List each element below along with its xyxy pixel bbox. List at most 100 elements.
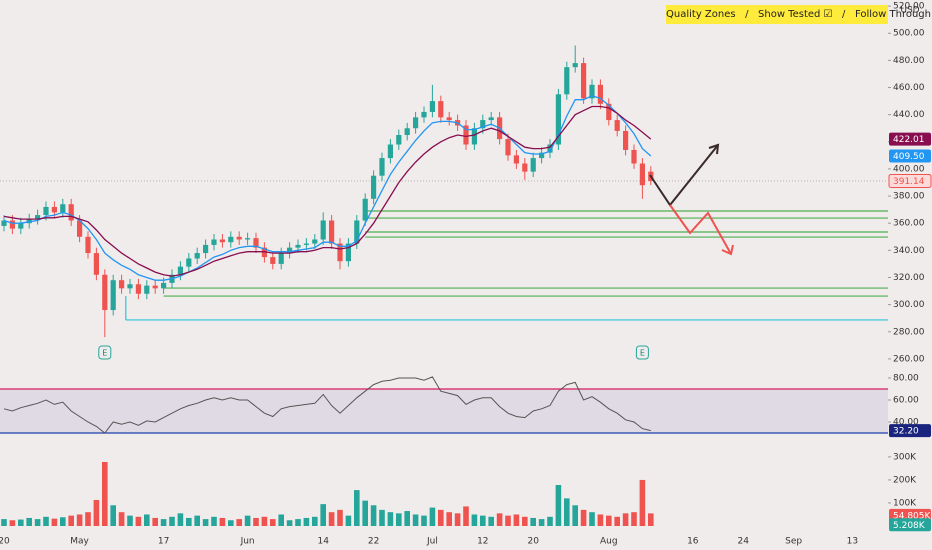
candle-body <box>60 204 66 213</box>
volume-bar <box>387 512 394 526</box>
volume-bar <box>580 509 587 526</box>
y-tick-label: 360.00 <box>893 219 925 229</box>
volume-bar <box>404 511 410 526</box>
x-tick-label: 17 <box>158 537 169 547</box>
volume-bar <box>270 519 276 526</box>
volume-bar <box>379 509 385 526</box>
candle-body <box>471 128 477 145</box>
x-tick-label: Aug <box>600 537 618 547</box>
volume-bar <box>606 515 612 526</box>
candle-body <box>446 117 452 121</box>
y-tick-label: 380.00 <box>893 192 925 202</box>
volume-bar <box>34 519 41 526</box>
volume-bar <box>76 514 83 526</box>
candle-body <box>35 215 41 220</box>
volume-bar <box>261 516 268 526</box>
candle-body <box>429 101 435 112</box>
candle-body <box>186 258 192 267</box>
candle-body <box>320 220 326 240</box>
volume-bar <box>160 519 167 526</box>
volume-bar <box>337 509 343 526</box>
candle-body <box>488 117 494 121</box>
candle-body <box>219 239 225 243</box>
volume-bar <box>648 513 654 526</box>
volume-bar <box>480 515 486 526</box>
candle-body <box>463 125 469 145</box>
volume-bar <box>412 514 419 526</box>
y-tick-label: 320.00 <box>893 273 925 283</box>
candle-body <box>329 220 335 244</box>
volume-bar <box>471 514 478 526</box>
y-tick-label: 440.00 <box>893 110 925 120</box>
up-arrow <box>649 144 719 207</box>
candle-body <box>337 243 343 262</box>
volume-bar <box>169 516 175 526</box>
volume-bar <box>303 517 310 526</box>
candle-body <box>303 243 309 245</box>
volume-bar <box>177 513 184 526</box>
volume-bar <box>68 515 74 526</box>
candle-body <box>261 247 267 258</box>
x-tick-label: 14 <box>317 537 329 547</box>
value-badge-label: 409.50 <box>893 152 925 162</box>
x-tick-label: May <box>70 537 89 547</box>
volume-bar <box>60 517 66 526</box>
value-badge <box>889 424 931 438</box>
price-axis-bg <box>888 0 932 550</box>
candle-body <box>564 67 570 95</box>
y-tick-label: 500.00 <box>893 29 925 39</box>
candle-body <box>480 120 486 129</box>
volume-bar <box>522 516 528 526</box>
value-badge-label: 422.01 <box>893 135 925 145</box>
x-tick-label: Sep <box>785 537 802 547</box>
candle-body <box>362 198 368 221</box>
candle-body <box>623 130 629 150</box>
volume-bar <box>530 517 536 526</box>
volume-bar <box>370 505 377 526</box>
x-tick-label: 13 <box>847 537 858 547</box>
volume-bar <box>354 490 360 526</box>
volume-bar <box>438 509 444 526</box>
volume-bar <box>362 500 368 526</box>
candle-body <box>144 285 150 294</box>
volume-bar <box>51 518 58 526</box>
volume-bar <box>102 461 108 526</box>
candle-body <box>85 236 91 254</box>
volume-bar <box>488 516 494 526</box>
candle-body <box>102 274 108 311</box>
x-tick-label: 16 <box>687 537 699 547</box>
y-tick-label: 340.00 <box>893 246 925 256</box>
volume-bar <box>505 515 511 526</box>
candle-body <box>270 257 276 264</box>
volume-bar <box>93 499 100 526</box>
y-tick-label: 400.00 <box>893 164 925 174</box>
candle-body <box>236 236 242 240</box>
volume-bar <box>236 519 242 526</box>
volume-bar <box>244 515 251 526</box>
currency: USD <box>900 6 919 16</box>
x-tick-label: Jun <box>240 537 255 547</box>
volume-bar <box>211 516 217 526</box>
volume-bar <box>152 517 158 526</box>
candle-body <box>639 163 645 186</box>
volume-bar <box>396 513 402 526</box>
candle-body <box>555 94 561 145</box>
volume-bar <box>18 519 24 526</box>
candle-body <box>522 163 528 172</box>
volume-bar <box>564 498 570 526</box>
candle-body <box>606 103 612 121</box>
volume-bar <box>614 516 620 526</box>
y-tick-label: 300.00 <box>893 300 925 310</box>
value-badge-label: 391.14 <box>893 177 925 187</box>
volume-bar <box>295 519 301 526</box>
volume-bar <box>496 513 503 526</box>
candle-body <box>597 84 603 104</box>
candle-body <box>211 239 217 245</box>
volume-bar <box>228 520 234 526</box>
volume-bar <box>219 517 226 526</box>
volume-bar <box>547 516 553 526</box>
volume-bar <box>446 512 452 526</box>
volume-bar <box>43 516 49 526</box>
candle-body <box>43 206 49 216</box>
